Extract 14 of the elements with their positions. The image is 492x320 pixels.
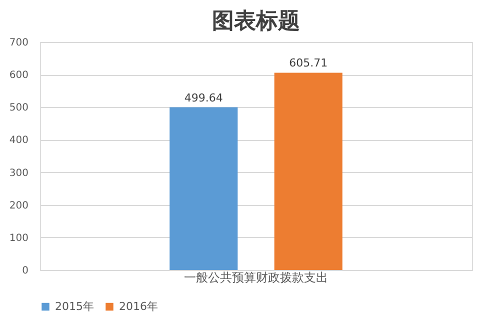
x-tick-label: 一般公共预算财政拨款支出 [184,270,328,284]
legend-label: 2016年 [119,300,158,313]
data-label: 499.64 [184,91,223,104]
y-tick-label: 100 [9,232,28,244]
y-tick-label: 700 [9,38,28,48]
y-tick-label: 200 [9,200,28,212]
legend-label: 2015年 [55,300,94,313]
y-tick-label: 600 [9,70,28,82]
y-tick-label: 500 [9,102,28,114]
data-label: 605.71 [289,56,328,70]
chart-title: 图表标题 [212,9,300,34]
y-tick-label: 300 [9,168,28,179]
y-tick-label: 0 [22,266,28,276]
y-tick-label: 400 [9,135,28,146]
